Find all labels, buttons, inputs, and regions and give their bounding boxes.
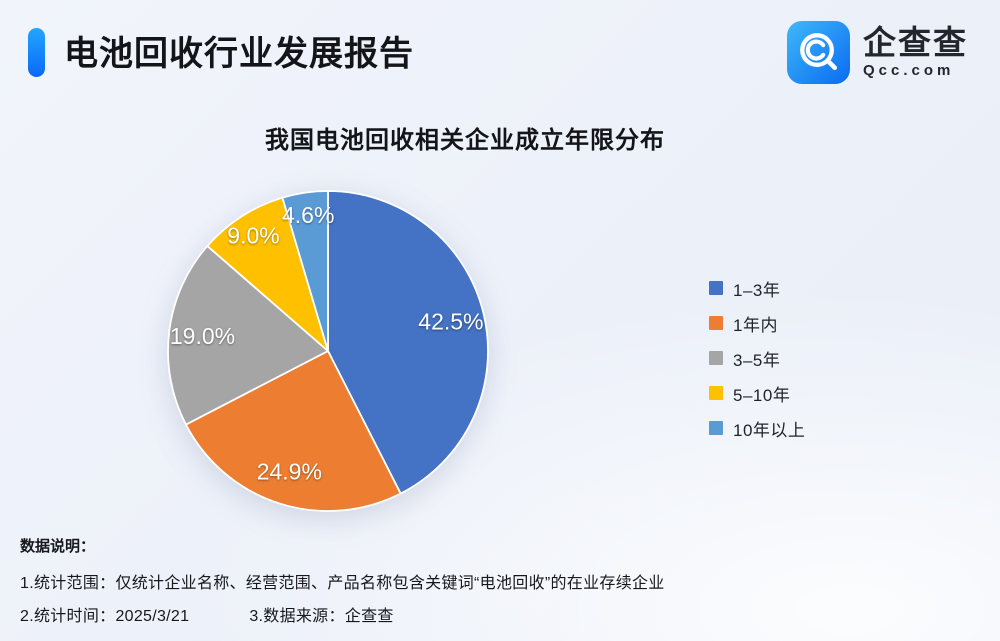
- title-accent-bar: [28, 28, 45, 77]
- chart-title: 我国电池回收相关企业成立年限分布: [265, 127, 665, 154]
- pie-slice-label: 24.9%: [257, 458, 322, 484]
- legend-label: 10年以上: [733, 420, 806, 440]
- legend-label: 5–10年: [733, 385, 791, 405]
- footnote-heading: 数据说明：: [20, 538, 96, 555]
- pie-slice: [281, 190, 329, 352]
- pie-slice-label: 19.0%: [170, 323, 235, 349]
- pie-slice-label: 4.6%: [282, 202, 334, 228]
- footnote-time: 2.统计时间：2025/3/21: [20, 608, 190, 625]
- qcc-logo-domain: Qcc.com: [863, 61, 955, 79]
- pie-slice-label: 42.5%: [418, 309, 483, 335]
- qcc-logo: 企查查 Qcc.com: [787, 21, 968, 84]
- pie-slice: [185, 350, 402, 512]
- pie-slice-label: 9.0%: [227, 222, 279, 248]
- legend-item: 1年内: [709, 313, 805, 335]
- pie-slice: [327, 190, 489, 495]
- pie-chart: 42.5% 24.9% 19.0% 9.0% 4.6%: [145, 168, 511, 534]
- qcc-logo-name: 企查查: [863, 24, 968, 62]
- qcc-logo-text: 企查查 Qcc.com: [863, 26, 968, 79]
- legend-label: 3–5年: [733, 350, 781, 370]
- legend-swatch: [709, 386, 723, 400]
- legend-item: 1–3年: [709, 278, 805, 300]
- legend-item: 10年以上: [709, 418, 806, 440]
- footnote-scope: 1.统计范围：仅统计企业名称、经营范围、产品名称包含关键词“电池回收”的在业存续…: [20, 575, 665, 592]
- legend-item: 3–5年: [709, 348, 805, 370]
- legend: 1–3年 1年内 3–5年 5–10年 10年以上: [709, 278, 805, 453]
- footnote-line2: 2.统计时间：2025/3/21 3.数据来源：企查查: [20, 602, 394, 626]
- legend-swatch: [709, 316, 723, 330]
- qcc-logo-icon: [787, 21, 850, 84]
- pie-slice: [206, 196, 329, 352]
- legend-label: 1–3年: [733, 280, 781, 300]
- footnote-source: 3.数据来源：企查查: [249, 608, 394, 625]
- legend-swatch: [709, 421, 723, 435]
- legend-item: 5–10年: [709, 383, 805, 405]
- legend-swatch: [709, 281, 723, 295]
- pie-slice: [167, 245, 329, 426]
- legend-swatch: [709, 351, 723, 365]
- page-title: 电池回收行业发展报告: [64, 35, 414, 73]
- legend-label: 1年内: [733, 315, 778, 335]
- pie-chart-svg: 42.5% 24.9% 19.0% 9.0%4.6%: [167, 190, 489, 512]
